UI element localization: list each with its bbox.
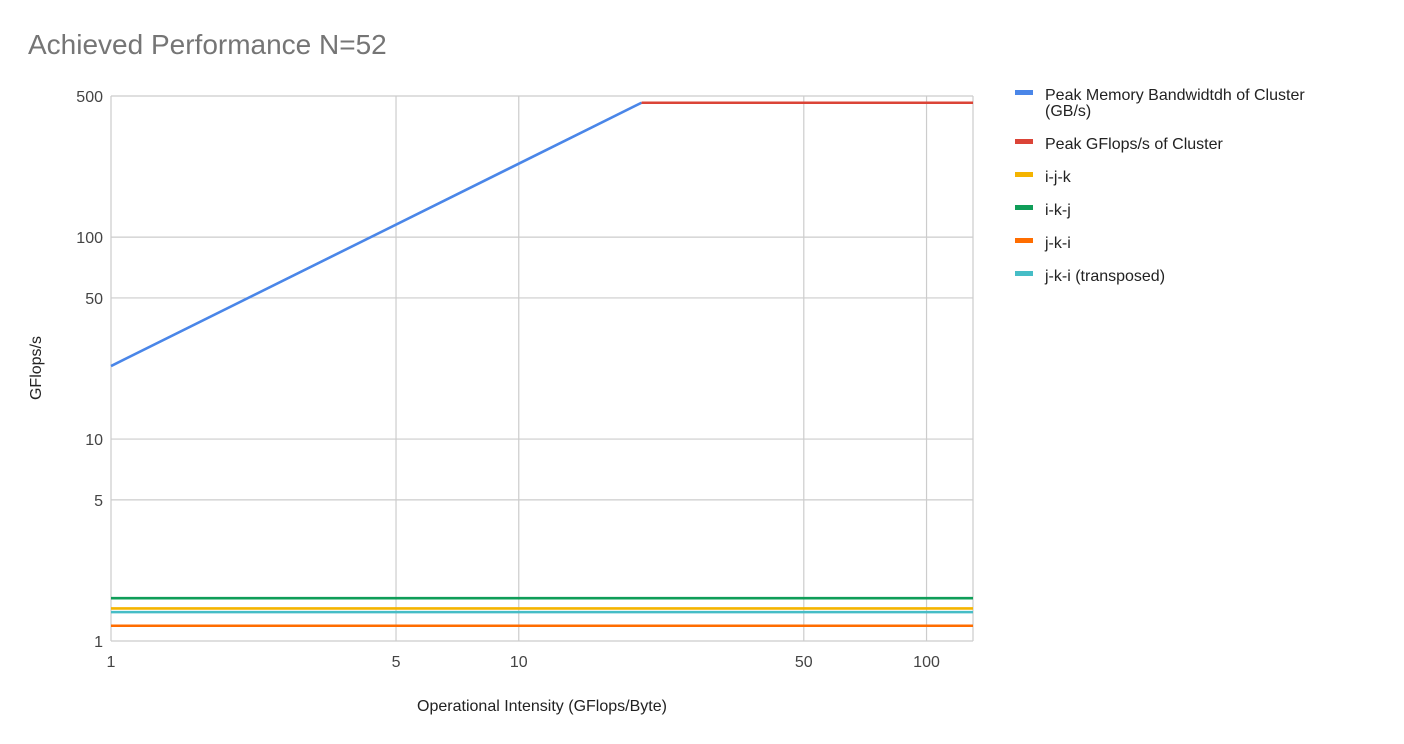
legend-label: i-k-j — [1045, 202, 1071, 219]
x-axis-label: Operational Intensity (GFlops/Byte) — [417, 698, 667, 715]
legend-swatch — [1015, 271, 1033, 276]
legend-swatch — [1015, 139, 1033, 144]
x-tick-label: 1 — [107, 654, 116, 671]
legend-label: i-j-k — [1045, 169, 1072, 186]
y-tick-label: 5 — [94, 493, 103, 510]
legend-swatch — [1015, 172, 1033, 177]
legend-swatch — [1015, 205, 1033, 210]
legend-label: Peak Memory Bandwidtdh of Cluster (GB/s) — [1045, 87, 1305, 120]
y-tick-label: 100 — [76, 230, 103, 247]
y-axis-label: GFlops/s — [28, 336, 45, 400]
series-lines — [110, 101, 973, 628]
grid — [110, 95, 974, 642]
legend: Peak Memory Bandwidtdh of Cluster (GB/s) P… — [1015, 87, 1305, 285]
series-line-0 — [110, 101, 643, 368]
legend-swatch — [1015, 90, 1033, 95]
x-tick-label: 5 — [392, 654, 401, 671]
y-tick-label: 500 — [76, 89, 103, 106]
y-tick-label: 1 — [94, 634, 103, 651]
x-tick-label: 50 — [795, 654, 813, 671]
x-tick-label: 100 — [913, 654, 940, 671]
legend-swatch — [1015, 238, 1033, 243]
chart-title: Achieved Performance N=52 — [28, 29, 387, 60]
legend-label: j-k-i (transposed) — [1044, 268, 1165, 285]
legend-label: Peak GFlops/s of Cluster — [1045, 136, 1224, 153]
y-tick-label: 10 — [85, 432, 103, 449]
x-tick-label: 10 — [510, 654, 528, 671]
legend-label: j-k-i — [1044, 235, 1071, 252]
y-tick-label: 50 — [85, 291, 103, 308]
tick-labels: 1 5 10 50 100 1 5 10 50 100 500 — [76, 89, 940, 671]
